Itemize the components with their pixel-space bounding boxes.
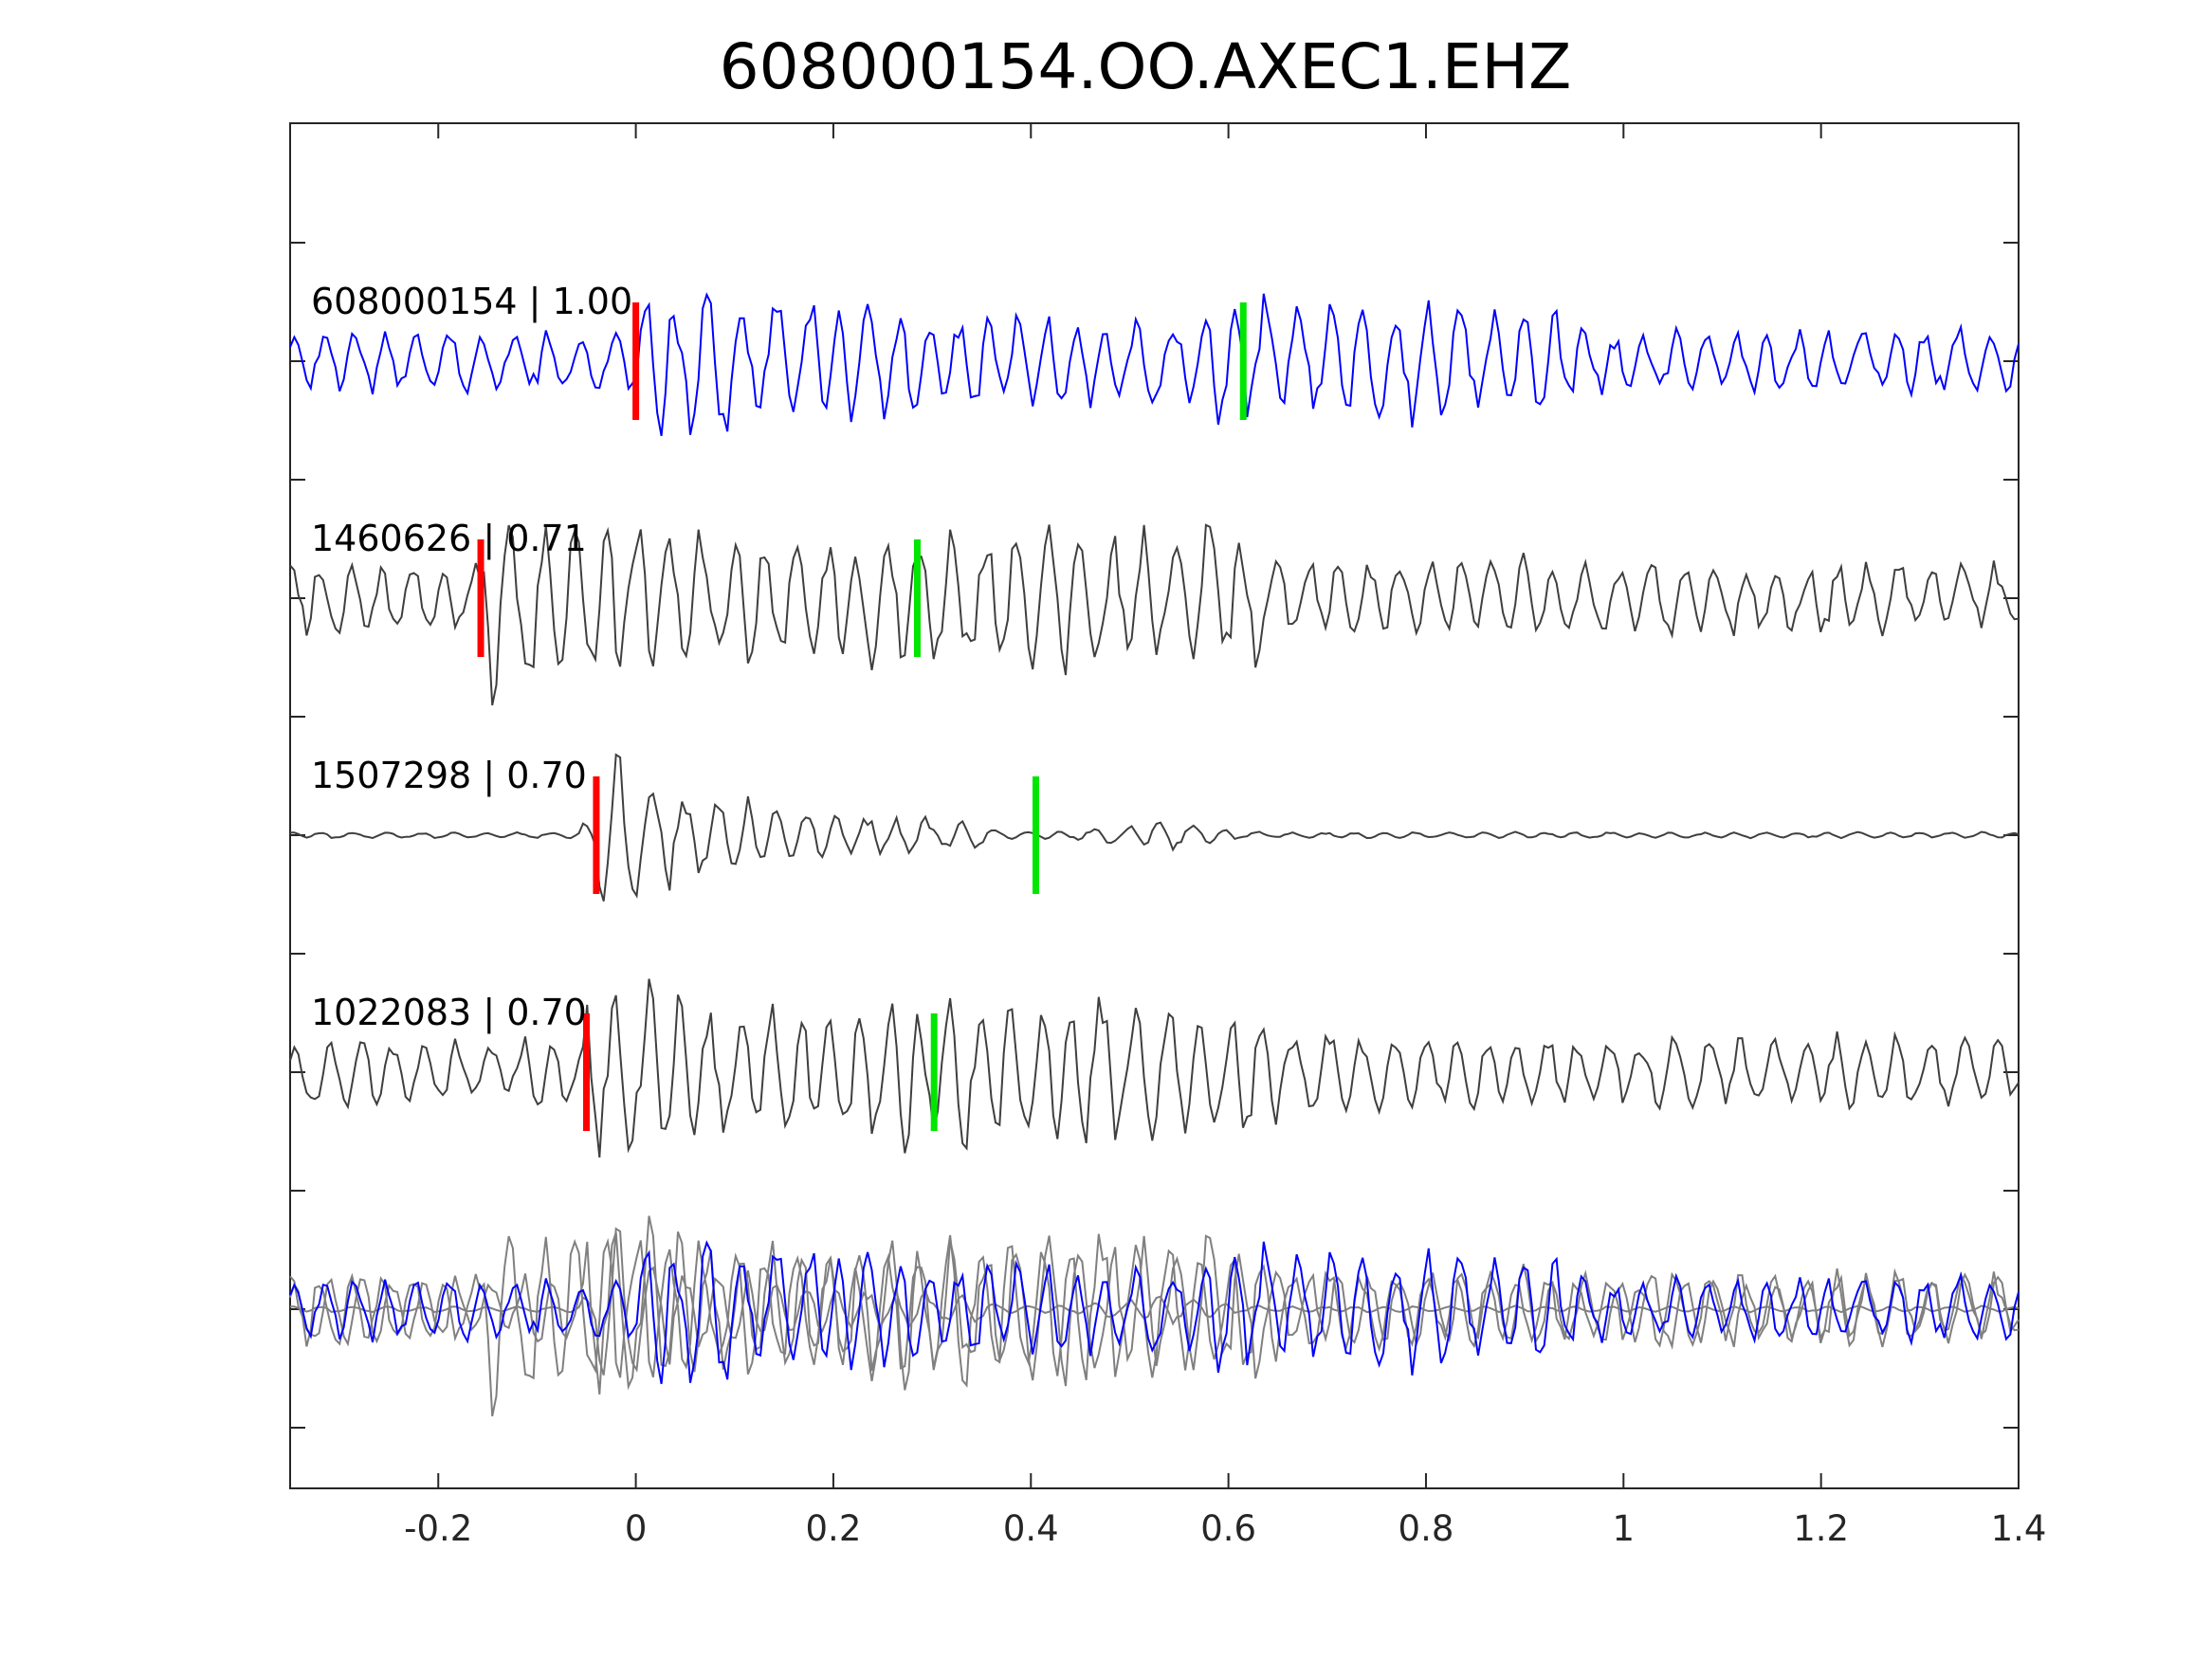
trace-label-3: 1507298 | 0.70 — [311, 755, 587, 797]
overlay-trace-1 — [289, 1240, 2020, 1384]
trace-label-1: 608000154 | 1.00 — [311, 281, 632, 323]
x-tick-label: 1 — [1613, 1508, 1636, 1549]
x-tick-label: 0.8 — [1398, 1508, 1454, 1549]
x-tick-label: 0.6 — [1200, 1508, 1256, 1549]
trace-1-line — [289, 292, 2020, 436]
overlay-trace-2 — [289, 1234, 2020, 1417]
trace-3-line — [290, 753, 2020, 902]
trace-2-line — [289, 523, 2020, 706]
waveform-traces — [289, 292, 2020, 1158]
x-tick-label: 1.2 — [1793, 1508, 1849, 1549]
x-tick-label: -0.2 — [404, 1508, 472, 1549]
x-tick-label: 1.4 — [1991, 1508, 2047, 1549]
chart-title: 608000154.OO.AXEC1.EHZ — [720, 30, 1572, 103]
axes-frame — [289, 122, 2020, 1489]
trace-4-line — [289, 978, 2020, 1158]
x-tick-label: 0 — [625, 1508, 648, 1549]
overlay-trace-4 — [289, 1215, 2020, 1395]
x-axis-ticks: -0.2 0 0.2 0.4 0.6 0.8 1 1.2 1.4 — [404, 123, 2046, 1549]
trace-label-2: 1460626 | 0.71 — [311, 518, 587, 560]
trace-labels: 608000154 | 1.00 1460626 | 0.71 1507298 | … — [311, 281, 632, 1034]
x-tick-label: 0.4 — [1003, 1508, 1059, 1549]
plot-border — [289, 122, 2020, 1489]
trace-label-4: 1022083 | 0.70 — [311, 992, 587, 1034]
x-tick-label: 0.2 — [806, 1508, 862, 1549]
overlay-traces — [289, 1215, 2020, 1417]
phase-picks — [477, 302, 1247, 1131]
